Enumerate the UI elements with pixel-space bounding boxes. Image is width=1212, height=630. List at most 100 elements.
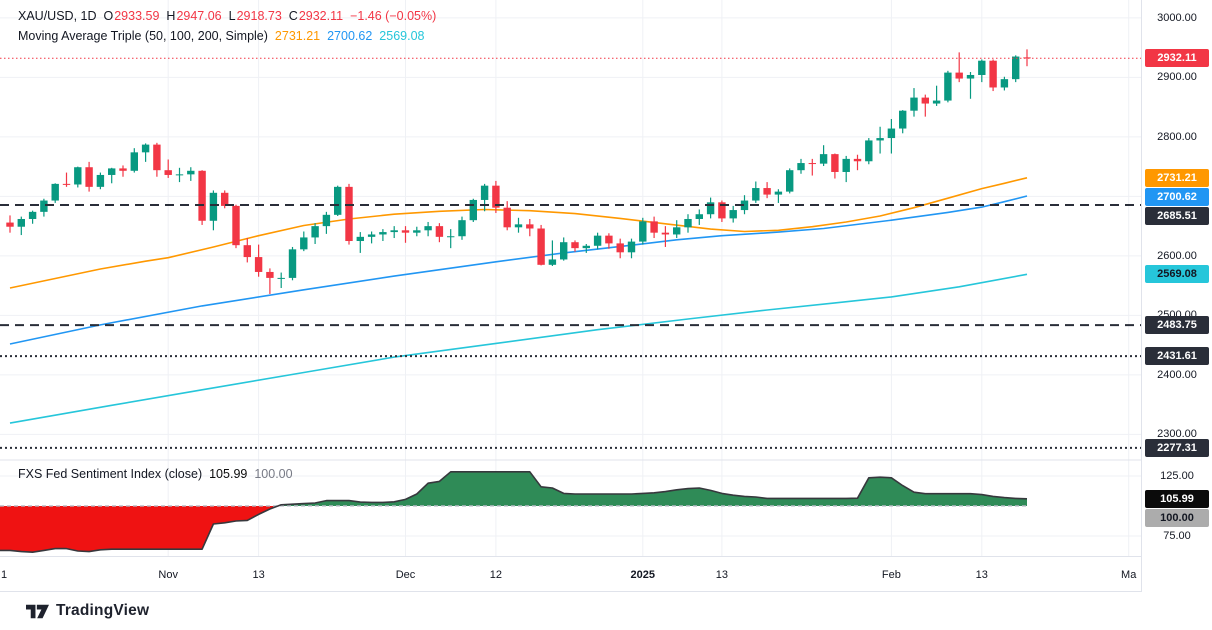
candle [311,226,319,238]
price-pane[interactable]: XAU/USD, 1D O2933.59 H2947.06 L2918.73 C… [0,0,1141,556]
symbol-legend[interactable]: XAU/USD, 1D O2933.59 H2947.06 L2918.73 C… [18,8,436,24]
candle [842,158,850,172]
candle [175,174,184,176]
candle [932,100,941,104]
chart-canvas[interactable] [0,0,1141,556]
candle [627,241,636,253]
candle [367,234,376,237]
tradingview-link[interactable]: TradingView [26,602,149,620]
price-badge: 2700.62 [1145,187,1209,206]
candle [571,242,579,249]
candle [910,97,918,111]
candle [786,170,794,192]
candle [639,221,647,242]
sentiment-area-positive [278,471,1027,506]
price-tick-label: 2900.00 [1157,71,1197,84]
sentiment-badge: 105.99 [1145,489,1209,508]
candle [469,199,477,221]
price-badge: 2569.08 [1145,265,1209,284]
candle [243,245,251,258]
time-axis[interactable]: 1 Nov 13 Dec 12 2025 13 Feb 13 Ma [0,556,1141,592]
candle [119,168,127,171]
price-badge: 2685.51 [1145,206,1209,225]
price-badge: 2731.21 [1145,168,1209,187]
symbol-title: XAU/USD, 1D [18,9,97,23]
candle [673,227,681,235]
time-tick-label: 13 [252,569,265,581]
candle [221,192,229,206]
candle [865,140,873,162]
time-tick-label: Ma [1121,569,1137,581]
sentiment-legend[interactable]: FXS Fed Sentiment Index (close) 105.99 1… [18,466,293,482]
candle [706,202,715,215]
price-tick-label: 2600.00 [1157,249,1197,262]
ma-legend[interactable]: Moving Average Triple (50, 100, 200, Sim… [18,28,424,44]
candle [209,192,218,221]
brand-text: TradingView [56,602,150,619]
candle [130,152,138,171]
candle [1012,56,1020,80]
sentiment-tick-label: 75.00 [1163,529,1191,542]
ma50-value: 2731.21 [274,29,321,43]
price-axis[interactable]: 3000.002900.002800.002600.002500.002400.… [1141,0,1212,592]
candle [300,237,308,250]
candle [51,183,59,201]
candle [277,277,285,279]
candle [6,222,14,227]
candle [808,163,816,165]
price-badge: 2277.31 [1145,438,1209,457]
candle [752,188,760,201]
candle [526,224,534,229]
candle [616,243,624,253]
candle [989,60,997,88]
candle [322,214,331,227]
candle [74,167,82,185]
candle [164,170,172,175]
candle [661,232,670,235]
time-tick-label: Nov [158,569,178,581]
ma100-value: 2700.62 [327,29,373,43]
candle [356,236,364,242]
price-tick-label: 2800.00 [1157,130,1197,143]
candle [379,232,387,235]
candle [1023,57,1031,59]
candle [492,185,500,208]
candle [797,163,805,171]
candle [40,200,48,212]
price-tick-label: 2400.00 [1157,368,1197,381]
candle [1000,79,1009,88]
candle [96,174,105,187]
ohlc-high: H2947.06 [166,9,222,23]
sentiment-value: 105.99 [209,467,248,481]
candle [187,170,195,175]
candle [514,224,523,228]
time-tick-label: 2025 [630,569,656,581]
candle [582,245,590,249]
price-badge: 2483.75 [1145,316,1209,335]
candle [876,138,884,141]
candle [424,226,432,231]
candle [17,218,25,227]
candle [334,186,342,215]
time-tick-label: Dec [395,569,416,581]
candle [458,220,466,237]
candle [288,249,297,278]
time-tick-label: 12 [489,569,503,581]
candle [537,228,545,265]
candle [978,60,986,75]
candle [921,97,929,104]
price-tick-label: 2300.00 [1157,428,1197,441]
candle [774,191,783,195]
sentiment-legend-label: FXS Fed Sentiment Index (close) [18,467,203,481]
ma100-line [9,195,1028,345]
candle [560,242,568,260]
candle [955,72,963,79]
time-tick-label: 13 [975,569,988,581]
candle [887,128,896,139]
change-value: −1.46 (−0.05%) [350,9,437,23]
ma200-value: 2569.08 [379,29,425,43]
candle [401,230,410,233]
time-tick-label: 1 [0,569,8,581]
candle [254,257,263,272]
footer-bar: TradingView [0,592,1212,630]
